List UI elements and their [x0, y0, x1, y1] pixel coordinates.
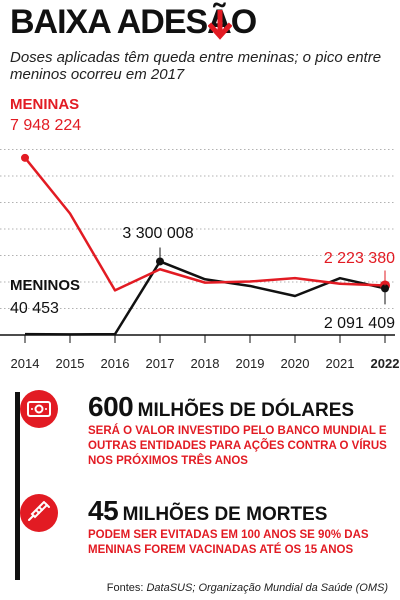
- x-tick-label: 2017: [146, 356, 175, 371]
- x-axis: 2014 2015 2016 2017 2018 2019 2020 2021 2022: [11, 335, 400, 371]
- stat-money-description: SERÁ O VALOR INVESTIDO PELO BANCO MUNDIA…: [88, 425, 387, 467]
- meninos-peak-value: 3 300 008: [122, 225, 193, 242]
- meninas-start-point: [21, 153, 29, 162]
- x-tick-label: 2020: [281, 356, 310, 371]
- meninos-first-value: 40 453: [10, 300, 59, 317]
- arrow-down-icon: [208, 10, 232, 40]
- syringe-icon: [20, 494, 58, 532]
- money-icon: [20, 390, 58, 428]
- meninos-line: [24, 260, 386, 336]
- chart-series: [21, 153, 390, 336]
- page-subtitle: Doses aplicadas têm queda entre meninas;…: [10, 49, 382, 83]
- x-tick-label: 2022: [371, 356, 400, 371]
- stat-money-number: 600: [88, 391, 134, 422]
- stat-money-headline: 600 MILHÕES DE DÓLARES: [88, 393, 354, 426]
- stat-deaths-description: PODEM SER EVITADAS EM 100 ANOS SE 90% DA…: [88, 529, 369, 556]
- x-tick-label: 2018: [191, 356, 220, 371]
- x-tick-label: 2014: [11, 356, 40, 371]
- stat-deaths-unit: MILHÕES DE MORTES: [122, 504, 328, 525]
- meninos-last-value: 2 091 409: [324, 315, 395, 332]
- meninas-line: [24, 157, 386, 292]
- stat-deaths-headline: 45 MILHÕES DE MORTES: [88, 497, 327, 530]
- stats-divider-bar: [15, 392, 20, 580]
- source-text: DataSUS; Organização Mundial da Saúde (O…: [146, 582, 388, 594]
- x-tick-label: 2021: [326, 356, 355, 371]
- chart-labels: MENINAS 7 948 224 MENINOS 40 453 3 300 008 2 …: [10, 96, 395, 332]
- meninas-series-label: MENINAS: [10, 96, 79, 113]
- x-tick-label: 2015: [56, 356, 85, 371]
- stat-money-unit: MILHÕES DE DÓLARES: [137, 400, 355, 421]
- x-tick-label: 2016: [101, 356, 130, 371]
- meninas-last-value: 2 223 380: [324, 250, 395, 267]
- meninos-series-label: MENINOS: [10, 277, 80, 294]
- chart-grid: [0, 149, 395, 336]
- stat-deaths-number: 45: [88, 495, 119, 526]
- source-note: Fontes: DataSUS; Organização Mundial da …: [107, 582, 388, 594]
- source-label: Fontes:: [106, 582, 144, 594]
- meninas-first-value: 7 948 224: [10, 117, 81, 134]
- x-tick-label: 2019: [236, 356, 265, 371]
